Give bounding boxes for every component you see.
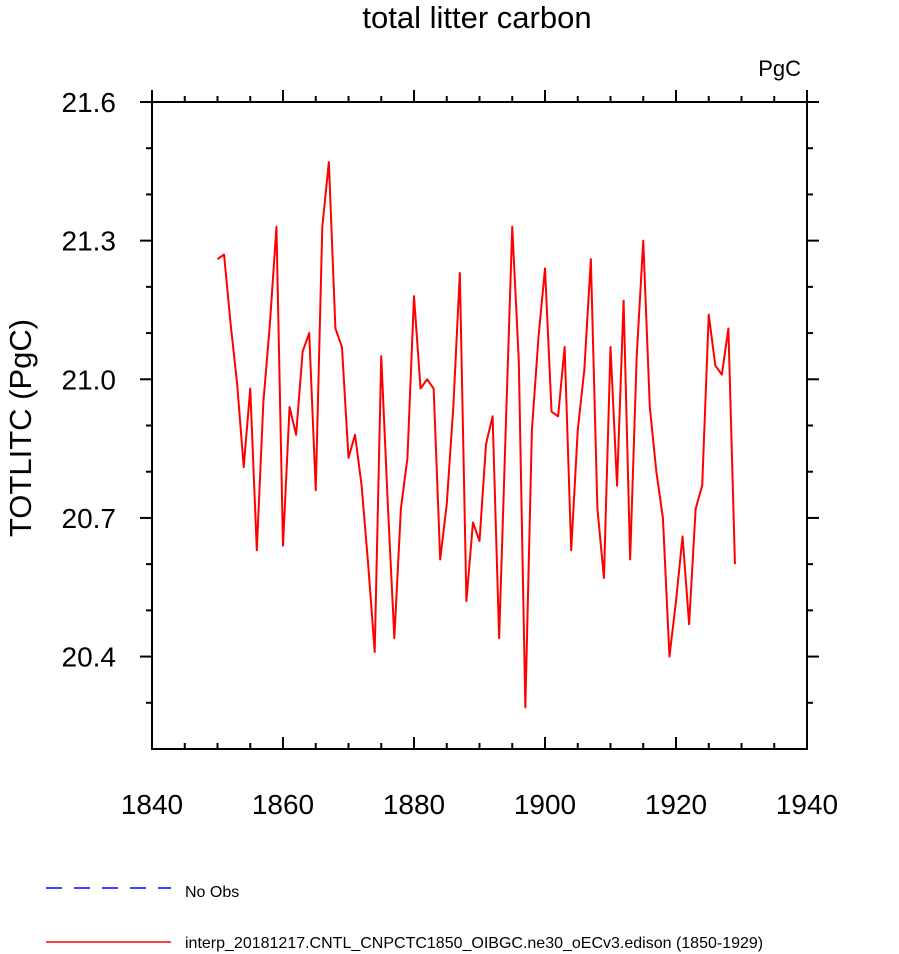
y-axis-label: TOTLITC (PgC) — [3, 319, 38, 537]
series-line — [216, 161, 736, 709]
y-tick-label: 21.3 — [62, 226, 117, 257]
x-tick-label: 1940 — [776, 789, 838, 820]
x-tick-label: 1840 — [121, 789, 183, 820]
plot-frame — [151, 101, 808, 750]
y-tick-label: 20.7 — [62, 503, 117, 534]
x-tick-label: 1900 — [514, 789, 576, 820]
y-tick-label: 21.0 — [62, 364, 117, 395]
chart-title: total litter carbon — [362, 0, 591, 35]
legend: No Obs interp_20181217.CNTL_CNPCTC1850_O… — [46, 884, 763, 952]
units-label: PgC — [758, 56, 801, 81]
legend-label-model: interp_20181217.CNTL_CNPCTC1850_OIBGC.ne… — [185, 935, 763, 952]
x-tick-label: 1860 — [252, 789, 314, 820]
axis-tick-labels: 1840 1860 1880 1900 1920 1940 20.4 20.7 21.0 21.3… — [62, 87, 839, 820]
y-tick-label: 20.4 — [62, 642, 117, 673]
legend-label-no-obs: No Obs — [185, 884, 239, 901]
axis-ticks — [140, 90, 819, 749]
x-tick-label: 1920 — [645, 789, 707, 820]
x-tick-label: 1880 — [383, 789, 445, 820]
y-tick-label: 21.6 — [62, 87, 117, 118]
series-group — [216, 161, 736, 709]
